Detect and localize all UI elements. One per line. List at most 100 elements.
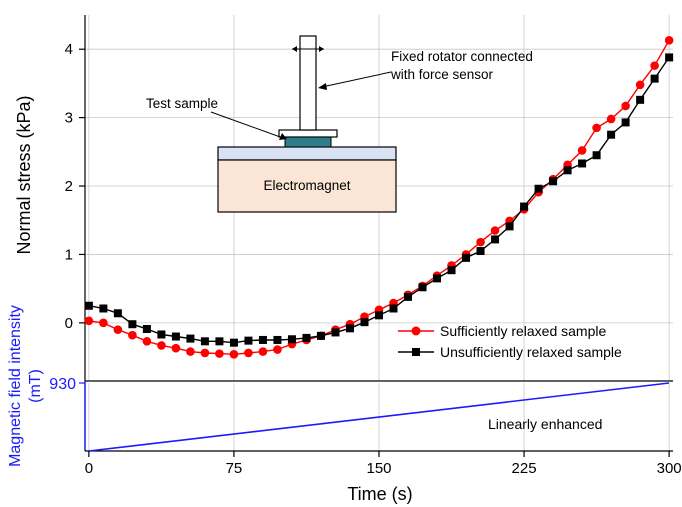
- time-x-tick-label: 0: [85, 460, 93, 477]
- unsufficiently-relaxed-point: [302, 333, 311, 342]
- legend: Sufficiently relaxed sample Unsufficient…: [398, 323, 622, 360]
- stress-y-tick-label: 3: [65, 110, 73, 127]
- test-sample: [284, 136, 332, 148]
- unsufficiently-relaxed-point: [534, 184, 543, 193]
- stress-y-tick-label: 0: [65, 315, 73, 332]
- electromagnet-block: [217, 159, 397, 213]
- stress-y-tick-label: 4: [65, 41, 73, 58]
- time-x-axis-title: Time (s): [347, 484, 412, 504]
- field-y-axis-title-line2: (mT): [27, 369, 44, 403]
- rotator-shaft: [299, 35, 317, 131]
- stress-y-tick-label: 2: [65, 178, 73, 195]
- unsufficiently-relaxed-point: [287, 335, 296, 344]
- sufficiently-relaxed-point: [99, 318, 108, 328]
- sufficiently-relaxed-point: [215, 349, 224, 358]
- sufficiently-relaxed-point: [186, 347, 195, 356]
- instrument-schematic: Electromagnet Fixed rotator connected wi…: [146, 35, 533, 213]
- unsufficiently-relaxed-point: [113, 309, 122, 318]
- sufficiently-relaxed-point: [621, 101, 630, 111]
- sufficiently-relaxed-point: [664, 36, 674, 45]
- unsufficiently-relaxed-point: [404, 292, 413, 301]
- unsufficiently-relaxed-point: [84, 301, 93, 310]
- sample-label: Test sample: [146, 96, 218, 111]
- rotator-plate: [278, 129, 338, 138]
- field-panel: 930 Magnetic field intensity (mT) Linear…: [7, 305, 682, 504]
- sufficiently-relaxed-point: [128, 330, 137, 340]
- sufficiently-relaxed-point: [171, 343, 181, 353]
- unsufficiently-relaxed-point: [549, 177, 558, 186]
- unsufficiently-relaxed-point: [476, 247, 485, 256]
- unsufficiently-relaxed-point: [200, 337, 209, 346]
- rotator-pointer-head: [318, 83, 327, 90]
- unsufficiently-relaxed-point: [157, 330, 166, 339]
- time-x-tick-label: 300: [657, 460, 682, 477]
- unsufficiently-relaxed-point: [99, 304, 108, 313]
- unsufficiently-relaxed-point: [491, 235, 500, 244]
- unsufficiently-relaxed-point: [360, 318, 369, 327]
- unsufficiently-relaxed-point: [244, 336, 253, 345]
- electromagnet-label: Electromagnet: [263, 178, 350, 193]
- sufficiently-relaxed-point: [592, 123, 601, 133]
- sufficiently-relaxed-point: [606, 114, 616, 124]
- stress-grid: [85, 15, 673, 381]
- unsufficiently-relaxed-point: [331, 328, 340, 337]
- unsufficiently-relaxed-point: [447, 266, 456, 275]
- sufficiently-relaxed-point: [476, 237, 485, 247]
- unsufficiently-relaxed-point: [563, 166, 572, 175]
- series-unsufficiently-relaxed: [84, 53, 674, 347]
- linear-annotation: Linearly enhanced: [488, 416, 602, 432]
- rotator-label-line1: Fixed rotator connected: [391, 49, 533, 64]
- unsufficiently-relaxed-point: [389, 304, 398, 313]
- sufficiently-relaxed-point: [157, 341, 166, 350]
- stress-y-axis-title: Normal stress (kPa): [14, 95, 34, 254]
- unsufficiently-relaxed-point: [636, 95, 645, 104]
- unsufficiently-relaxed-point: [142, 325, 151, 334]
- sufficiently-relaxed-point: [490, 226, 500, 235]
- plate: [217, 146, 397, 161]
- unsufficiently-relaxed-point: [418, 283, 427, 292]
- unsufficiently-relaxed-point: [258, 335, 267, 344]
- legend-black-marker: [412, 348, 420, 356]
- field-intensity-line: [88, 382, 670, 452]
- unsufficiently-relaxed-point: [128, 320, 137, 329]
- stress-panel: 0 1 2 3 4 Normal stress (kPa) Electromagnet …: [14, 15, 674, 382]
- unsufficiently-relaxed-point: [665, 53, 674, 62]
- unsufficiently-relaxed-point: [433, 274, 442, 283]
- series-field-intensity: [88, 382, 670, 452]
- time-x-tick-label: 225: [512, 460, 537, 477]
- field-y-tick-label: 930: [49, 376, 76, 393]
- unsufficiently-relaxed-point: [316, 331, 325, 340]
- time-x-tick-label: 150: [366, 460, 391, 477]
- rotator-pointer: [321, 71, 392, 88]
- legend-red-marker: [411, 326, 421, 336]
- stress-y-ticks: 0 1 2 3 4: [65, 41, 85, 332]
- rotation-arrow-left-head: [292, 46, 297, 52]
- sufficiently-relaxed-point: [142, 337, 152, 346]
- unsufficiently-relaxed-point: [229, 338, 238, 347]
- sufficiently-relaxed-point: [84, 316, 94, 326]
- unsufficiently-relaxed-point: [621, 118, 630, 127]
- unsufficiently-relaxed-point: [607, 130, 616, 139]
- sufficiently-relaxed-point: [244, 348, 253, 358]
- rotator-label-line2: with force sensor: [390, 67, 494, 82]
- unsufficiently-relaxed-point: [462, 253, 471, 262]
- sufficiently-relaxed-point: [273, 345, 282, 354]
- unsufficiently-relaxed-point: [650, 74, 659, 83]
- time-x-ticks: 0 75 150 225 300: [85, 451, 682, 477]
- sample-pointer: [210, 111, 284, 139]
- unsufficiently-relaxed-point: [375, 311, 383, 320]
- legend-red-label: Sufficiently relaxed sample: [440, 323, 606, 339]
- unsufficiently-relaxed-point: [273, 335, 282, 344]
- rotation-arrow-right-head: [319, 46, 324, 52]
- sufficiently-relaxed-point: [650, 61, 659, 70]
- sample-pointer-head: [279, 133, 287, 140]
- unsufficiently-relaxed-point: [215, 337, 224, 346]
- sufficiently-relaxed-point: [229, 350, 239, 359]
- legend-black-label: Unsufficiently relaxed sample: [440, 344, 622, 360]
- time-x-tick-label: 75: [226, 460, 243, 477]
- unsufficiently-relaxed-point: [186, 334, 195, 343]
- sufficiently-relaxed-point: [113, 325, 123, 334]
- unsufficiently-relaxed-point: [578, 159, 587, 168]
- unsufficiently-relaxed-point: [345, 324, 354, 333]
